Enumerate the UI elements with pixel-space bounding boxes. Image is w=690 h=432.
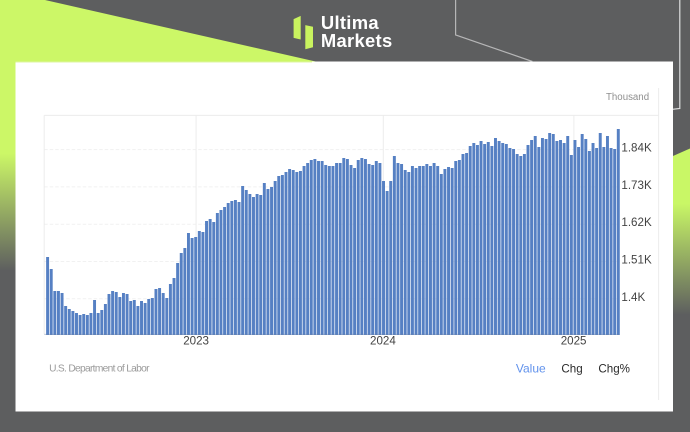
svg-text:1.62K: 1.62K <box>621 216 652 229</box>
svg-text:Chg%: Chg% <box>598 363 630 376</box>
svg-text:1.73K: 1.73K <box>621 179 652 192</box>
svg-text:Thousand: Thousand <box>606 92 649 103</box>
svg-text:1.51K: 1.51K <box>621 254 652 267</box>
svg-text:2024: 2024 <box>370 334 396 347</box>
svg-text:Value: Value <box>516 362 546 376</box>
svg-text:2025: 2025 <box>561 334 587 347</box>
svg-text:2023: 2023 <box>183 334 209 347</box>
svg-text:Markets: Markets <box>321 30 393 51</box>
svg-text:Chg: Chg <box>561 363 582 376</box>
svg-text:Ultima: Ultima <box>321 12 379 33</box>
svg-text:1.4K: 1.4K <box>621 291 645 304</box>
svg-text:1.84K: 1.84K <box>621 142 652 155</box>
svg-text:U.S. Department of Labor: U.S. Department of Labor <box>49 364 150 375</box>
